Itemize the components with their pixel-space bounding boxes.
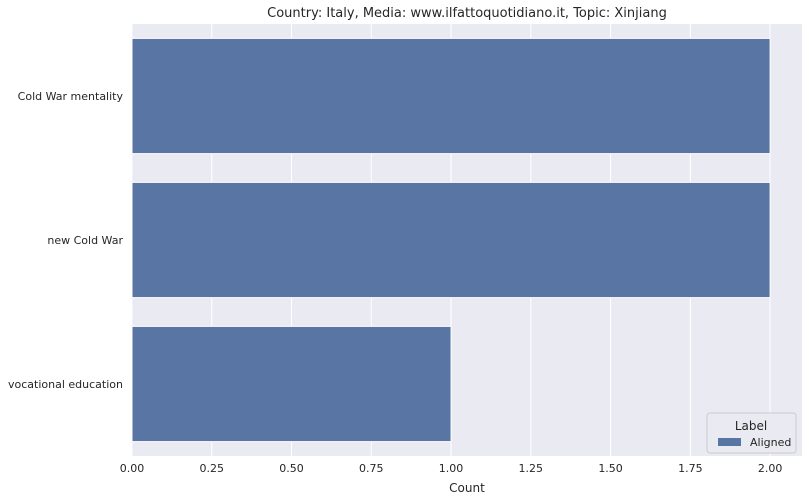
x-tick-label: 0.00: [120, 462, 145, 475]
x-tick-label: 2.00: [758, 462, 783, 475]
x-tick-label: 1.75: [678, 462, 703, 475]
y-axis-ticks: Cold War mentality new Cold War vocational…: [8, 90, 123, 391]
x-tick-label: 0.75: [359, 462, 384, 475]
x-tick-label: 1.00: [439, 462, 464, 475]
bar: [131, 37, 771, 155]
legend-title: Label: [735, 419, 767, 433]
y-tick-label: Cold War mentality: [18, 90, 124, 103]
legend-swatch: [718, 438, 741, 446]
x-tick-label: 0.50: [279, 462, 304, 475]
y-tick-label: new Cold War: [47, 234, 123, 247]
x-tick-label: 0.25: [200, 462, 225, 475]
bars: [131, 37, 771, 443]
legend-label: Aligned: [750, 436, 791, 449]
bar: [131, 325, 452, 443]
bar: [131, 181, 771, 299]
y-tick-label: vocational education: [8, 378, 123, 391]
x-tick-label: 1.25: [519, 462, 544, 475]
x-axis-label: Count: [449, 481, 485, 495]
x-tick-label: 1.50: [598, 462, 623, 475]
legend: Label Aligned: [706, 412, 797, 454]
chart-title: Country: Italy, Media: www.ilfattoquotid…: [267, 6, 667, 21]
x-axis-ticks: 0.00 0.25 0.50 0.75 1.00 1.25 1.50 1.75 2.00: [120, 462, 783, 475]
